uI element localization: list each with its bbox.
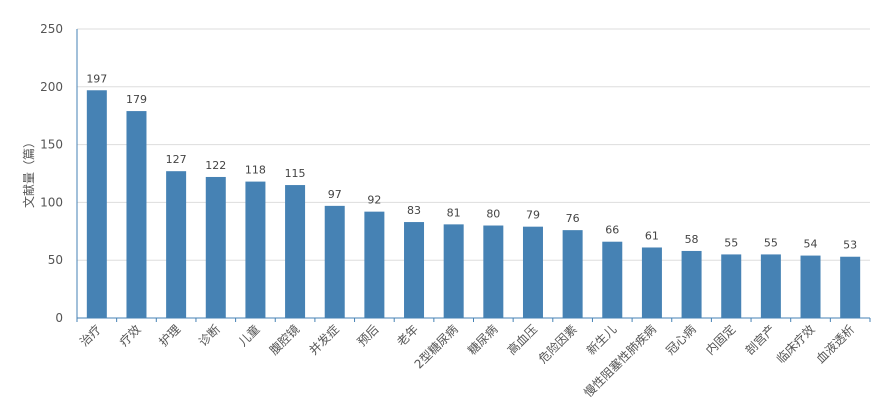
y-tick-label: 150 (40, 138, 63, 152)
bar (760, 254, 781, 318)
y-axis-ticks: 0 50 100 150 200 250 (40, 22, 63, 325)
bar (86, 90, 107, 318)
bar (602, 241, 623, 318)
data-label: 92 (367, 194, 381, 207)
data-label: 61 (645, 229, 659, 242)
x-tick-label: 治疗 (77, 322, 104, 349)
data-label: 127 (166, 153, 187, 166)
x-tick-label: 老年 (394, 322, 421, 349)
data-label: 80 (486, 208, 500, 221)
data-label: 81 (447, 206, 461, 219)
bar (562, 230, 583, 318)
y-tick-label: 100 (40, 195, 63, 209)
bars (86, 90, 861, 319)
x-tick-label: 2型糖尿病 (411, 322, 461, 372)
data-label: 197 (86, 72, 107, 85)
y-tick-label: 0 (55, 311, 63, 325)
bar (166, 171, 187, 318)
bar (285, 185, 306, 318)
y-tick-label: 250 (40, 22, 63, 36)
x-tick-label: 慢性阻塞性肺疾病 (581, 322, 659, 400)
y-axis-label: 文献量（篇） (21, 136, 36, 208)
bar (721, 254, 742, 318)
data-label: 83 (407, 204, 421, 217)
axes (76, 29, 870, 319)
x-tick-label: 剖宫产 (742, 322, 778, 358)
x-tick-label: 儿童 (235, 322, 263, 350)
x-tick-label: 内固定 (702, 322, 738, 358)
x-tick-label: 腹腔镜 (266, 322, 302, 358)
data-label: 58 (685, 233, 699, 246)
data-label: 79 (526, 209, 540, 222)
data-labels: 197 179 127 122 118 115 97 92 83 81 80 79 76 66 61 58 55… (86, 72, 857, 251)
x-tick-label: 冠心病 (663, 322, 699, 358)
y-tick-label: 200 (40, 80, 63, 94)
data-label: 118 (245, 164, 266, 177)
bar (245, 181, 266, 318)
x-tick-label: 护理 (156, 322, 183, 349)
x-tick-label: 高血压 (504, 322, 540, 358)
bar (404, 222, 425, 318)
data-label: 97 (328, 188, 342, 201)
x-tick-label: 并发症 (306, 322, 342, 358)
data-label: 55 (724, 236, 738, 249)
bar (443, 224, 464, 318)
data-label: 76 (566, 212, 580, 225)
bar (324, 205, 345, 318)
data-label: 179 (126, 93, 147, 106)
bar (205, 176, 226, 318)
bar (483, 225, 504, 318)
bar (681, 250, 702, 318)
x-tick-label: 预后 (355, 322, 382, 349)
x-tick-label: 血液透析 (813, 322, 858, 367)
x-tick-label: 临床疗效 (773, 322, 818, 367)
bar (800, 255, 821, 318)
bar (126, 111, 147, 319)
x-tick-label: 糖尿病 (464, 322, 500, 358)
data-label: 66 (605, 224, 619, 237)
data-label: 54 (804, 238, 818, 251)
x-tick-label: 新生儿 (583, 322, 619, 358)
y-tick-label: 50 (48, 253, 63, 267)
data-label: 115 (285, 167, 306, 180)
bar (522, 226, 543, 318)
gridlines (77, 28, 870, 261)
x-tick-label: 危险因素 (535, 322, 580, 367)
bar (364, 211, 385, 318)
data-label: 122 (205, 159, 226, 172)
data-label: 55 (764, 236, 778, 249)
bar (840, 256, 861, 318)
data-label: 53 (843, 239, 857, 252)
x-tick-label: 诊断 (195, 322, 223, 350)
bar (641, 247, 662, 318)
x-tick-label: 疗效 (116, 322, 144, 350)
